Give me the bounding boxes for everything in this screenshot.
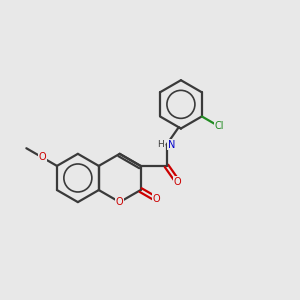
Text: O: O: [153, 194, 160, 204]
Text: Cl: Cl: [214, 122, 224, 131]
Text: H: H: [157, 140, 164, 149]
Text: O: O: [174, 177, 181, 187]
Text: N: N: [168, 140, 176, 150]
Text: O: O: [116, 197, 124, 207]
Text: O: O: [38, 152, 46, 162]
